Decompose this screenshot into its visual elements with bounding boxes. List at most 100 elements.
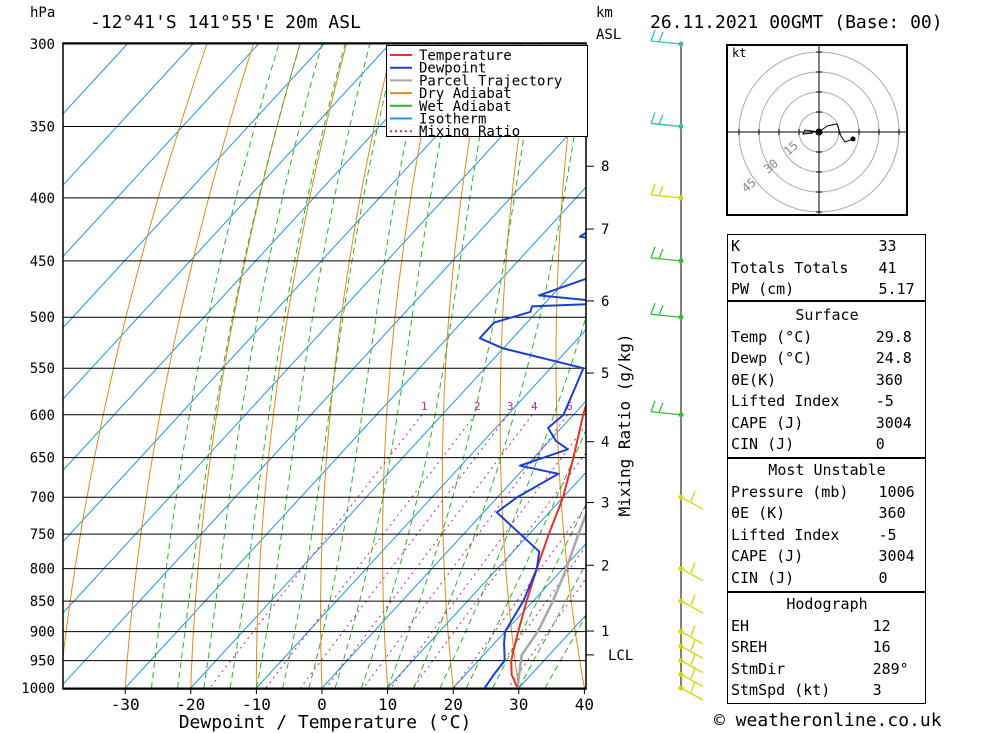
hodograph-table	[727, 592, 926, 704]
isotherm-line	[63, 43, 522, 543]
mixing-ratio-label: 8	[592, 400, 599, 413]
wind-barb	[680, 640, 704, 659]
wind-barb-lines	[680, 594, 704, 614]
table-row: EH 12	[727, 616, 927, 638]
mixing-ratio-line	[325, 414, 533, 689]
mu-value: 360	[878, 504, 906, 522]
index-value: 5.17	[878, 280, 915, 298]
table-row: CAPE (J) 3004	[727, 413, 927, 435]
table-row: StmSpd (kt) 3	[727, 680, 927, 702]
hodograph-ring-label: 15	[781, 138, 801, 158]
mu-label: CAPE (J)	[731, 547, 804, 565]
x-tick-label: 20	[444, 695, 463, 714]
surface-label: θE(K)	[731, 370, 777, 389]
table-row: θE (K) 360	[727, 503, 927, 525]
pressure-tick-label: 550	[30, 361, 55, 377]
mu-value: 3004	[878, 547, 915, 565]
legend-label: Dewpoint	[419, 61, 486, 77]
mu-label: Lifted Index	[731, 525, 840, 544]
legend-label: Wet Adiabat	[419, 99, 512, 115]
most-unstable-title: Most Unstable	[768, 461, 886, 479]
wind-barb	[650, 400, 682, 416]
asl-unit-label: ASL	[596, 27, 622, 43]
mixing-ratio-label: 20	[677, 400, 690, 413]
wet-adiabat-line	[465, 428, 586, 689]
wind-barb-lines	[680, 625, 704, 645]
hodograph-point	[850, 136, 856, 142]
legend-label: Parcel Trajectory	[419, 73, 562, 89]
wind-barb-lines	[680, 668, 704, 688]
pressure-tick-label: 600	[30, 408, 55, 424]
x-tick-label: -30	[111, 695, 140, 714]
wind-barb	[680, 562, 704, 582]
hodo-value: 289°	[872, 659, 909, 678]
table-row: StmDir 289°	[727, 659, 927, 681]
km-tick-label: 7	[601, 222, 609, 238]
pressure-tick-label: 800	[30, 562, 55, 578]
wind-barb-lines	[650, 246, 682, 262]
parcel-trajectory	[516, 510, 586, 689]
wind-barb	[650, 183, 682, 199]
pressure-tick-label: 650	[30, 451, 55, 467]
surface-label: CAPE (J)	[731, 413, 804, 432]
mu-value: -5	[878, 525, 897, 544]
x-tick-label: 0	[317, 695, 327, 714]
dewpoint-profile	[478, 231, 586, 689]
x-tick-label: 40	[575, 695, 594, 714]
surface-value: 0	[875, 435, 885, 453]
mu-label: CIN (J)	[731, 568, 795, 587]
table-row: Pressure (mb) 1006	[727, 482, 927, 504]
index-label: K	[731, 237, 741, 255]
km-tick-label: 2	[601, 558, 609, 574]
wet-adiabat-line	[150, 43, 280, 689]
km-tick-label: 3	[601, 496, 609, 512]
wet-adiabat-line	[492, 503, 586, 689]
isotherm-line	[190, 257, 586, 689]
wind-level-dot	[678, 123, 684, 129]
isotherm-line	[452, 542, 586, 689]
dry-adiabat-line	[951, 44, 1000, 688]
temperature-profile	[510, 401, 586, 689]
pressure-tick-label: 300	[30, 37, 55, 53]
hodograph-rows: Hodograph EH 12 SREH 16 StmDir 289° StmSpd …	[727, 594, 927, 702]
km-tick-label: 8	[601, 159, 609, 175]
pressure-tick-label: 750	[30, 527, 55, 543]
hodo-value: 16	[872, 638, 891, 656]
index-label: PW (cm)	[731, 280, 795, 298]
surface-value: 24.8	[875, 349, 912, 367]
table-row: SREH 16	[727, 637, 927, 659]
chart-legend: Temperature Dewpoint Parcel Trajectory Dry …	[386, 45, 588, 137]
datetime-title: 26.11.2021 00GMT (Base: 00)	[650, 12, 943, 33]
isotherm-line	[387, 471, 586, 689]
index-value: 41	[878, 258, 897, 277]
lcl-label: LCL	[608, 648, 633, 664]
km-tick-label: 6	[601, 294, 609, 310]
table-row: CIN (J) 0	[727, 434, 927, 456]
dry-adiabat-line	[555, 43, 585, 689]
hodo-label: StmDir	[731, 659, 786, 678]
wind-barb	[650, 303, 682, 318]
hodo-label: SREH	[731, 638, 768, 656]
x-tick-label: -10	[242, 695, 271, 714]
wind-barb	[680, 594, 704, 614]
hodo-value: 3	[872, 681, 882, 699]
index-value: 33	[878, 237, 897, 255]
km-tick-label: 1	[601, 624, 609, 640]
isotherm-line	[63, 43, 325, 329]
hodo-value: 12	[872, 616, 891, 635]
wind-barb-lines	[650, 112, 682, 128]
table-row: CIN (J) 0	[727, 568, 927, 590]
wet-adiabat-line	[413, 60, 586, 689]
indices-rows: K 33 Totals Totals 41 PW (cm) 5.17	[727, 236, 927, 301]
pressure-tick-label: 350	[30, 119, 55, 135]
hodo-label: StmSpd (kt)	[731, 681, 831, 699]
legend-label: Mixing Ratio	[419, 124, 520, 136]
table-row: PW (cm) 5.17	[727, 279, 927, 301]
wind-barb	[650, 29, 682, 45]
isotherm-line	[321, 400, 586, 689]
isotherm-line	[63, 43, 259, 258]
mixing-ratio-label: 3	[507, 400, 514, 413]
wind-barb-lines	[680, 681, 704, 701]
copyright-link[interactable]: © weatheronline.co.uk	[714, 710, 942, 731]
